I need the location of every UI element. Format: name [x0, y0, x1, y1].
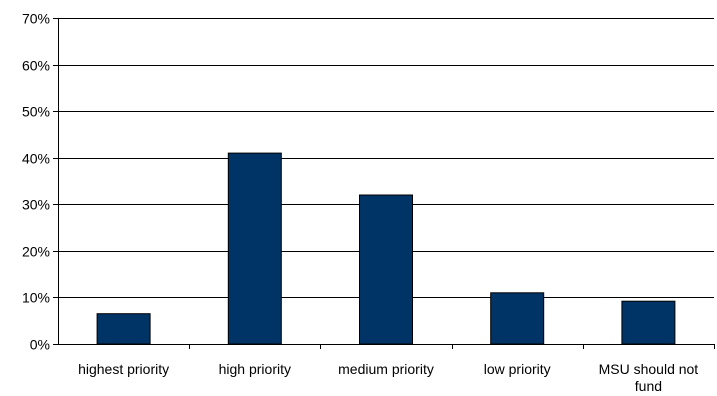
bar — [96, 313, 151, 345]
bar — [227, 152, 282, 345]
y-tick-label: 20% — [22, 244, 50, 260]
bar — [621, 300, 676, 345]
x-category-label: highest priority — [78, 361, 169, 377]
x-category-label-line: fund — [635, 378, 662, 394]
y-tick-label: 70% — [22, 11, 50, 27]
axes — [53, 18, 715, 349]
y-tick-label: 60% — [22, 58, 50, 74]
y-tick-label: 10% — [22, 290, 50, 306]
y-tick-labels: 0% 10% 20% 30% 40% 50% 60% 70% — [22, 11, 50, 353]
x-category-label-line: high priority — [219, 361, 291, 377]
y-tick-label: 50% — [22, 104, 50, 120]
x-category-labels: highest priority high priority medium prio… — [78, 361, 698, 394]
x-category-label-line: MSU should not — [599, 361, 699, 377]
x-category-label: MSU should not fund — [599, 361, 699, 394]
bars — [96, 152, 676, 345]
x-category-label: low priority — [484, 361, 551, 377]
bar — [490, 292, 545, 345]
y-tick-label: 0% — [30, 337, 50, 353]
bar — [359, 194, 413, 345]
x-category-label-line: low priority — [484, 361, 551, 377]
x-category-label-line: highest priority — [78, 361, 169, 377]
y-tick-label: 40% — [22, 151, 50, 167]
y-tick-label: 30% — [22, 197, 50, 213]
x-category-label: medium priority — [338, 361, 434, 377]
x-category-label-line: medium priority — [338, 361, 434, 377]
x-category-label: high priority — [219, 361, 291, 377]
